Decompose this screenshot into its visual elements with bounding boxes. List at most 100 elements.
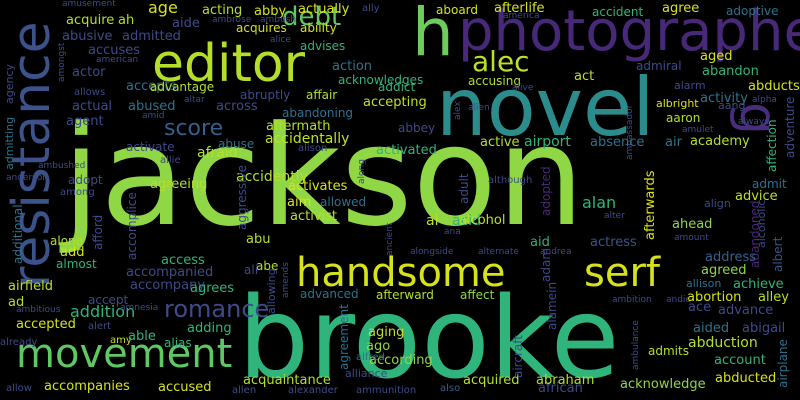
word: acquires xyxy=(236,21,287,35)
word: handsome xyxy=(296,250,506,296)
word: amy xyxy=(110,335,132,346)
word: agreed xyxy=(701,263,747,278)
word: aggressive xyxy=(235,165,249,230)
word: allowed xyxy=(320,195,367,209)
word: amongst xyxy=(57,42,67,82)
word: accepting xyxy=(363,95,427,110)
word: alongside xyxy=(410,247,454,257)
word: alison xyxy=(298,143,328,154)
word: alex xyxy=(453,101,463,120)
word: act xyxy=(574,69,595,84)
word: ambulance xyxy=(631,320,641,370)
word: andie xyxy=(666,295,691,305)
word: ambrose xyxy=(212,15,252,25)
word: activate xyxy=(126,140,175,154)
word: airplane xyxy=(776,339,790,388)
word: age xyxy=(148,0,178,17)
word: aide xyxy=(172,16,200,31)
word: ali xyxy=(244,263,259,277)
word: addict xyxy=(378,80,416,94)
word: agency xyxy=(3,63,16,104)
word: align xyxy=(704,197,731,210)
word: alley xyxy=(758,290,789,305)
word: adult xyxy=(457,173,471,204)
word: adding xyxy=(187,321,232,336)
word: addition xyxy=(70,302,136,321)
word: romance xyxy=(164,295,270,323)
word: acknowledge xyxy=(620,377,706,392)
word: ambition xyxy=(612,295,652,305)
word: aftermath xyxy=(266,119,331,134)
word: aided xyxy=(693,321,730,336)
word: ambushed xyxy=(38,161,86,171)
word: aging xyxy=(368,325,405,340)
word: across xyxy=(216,99,258,114)
word: ad xyxy=(8,295,25,310)
word: almost xyxy=(56,257,97,271)
word: allows xyxy=(74,87,106,98)
word: activist xyxy=(290,209,337,224)
word: activity xyxy=(700,91,748,106)
word: alec xyxy=(472,45,530,78)
word: admitted xyxy=(122,29,181,44)
word: amount xyxy=(674,233,709,243)
word: score xyxy=(164,116,224,141)
word: air xyxy=(665,135,682,150)
word: activated xyxy=(376,143,437,158)
word: aaron xyxy=(666,111,701,125)
word: abducted xyxy=(715,371,777,386)
word: alpha xyxy=(752,95,777,105)
word: ambush xyxy=(260,15,297,25)
word: alert xyxy=(88,321,112,332)
word: ana xyxy=(444,227,461,237)
word: jackson xyxy=(62,96,585,257)
word: amnesia xyxy=(120,303,159,313)
word: abortion xyxy=(687,290,742,305)
word: abu xyxy=(246,232,271,247)
word: although xyxy=(488,175,533,186)
word: accidently xyxy=(236,169,308,185)
word: already xyxy=(0,337,38,348)
word: agree xyxy=(662,1,700,16)
word: affect xyxy=(460,288,495,302)
word: al xyxy=(426,213,439,229)
word: amends xyxy=(281,262,291,298)
word: academy xyxy=(690,134,750,149)
word: allen xyxy=(232,385,257,396)
word: amusement xyxy=(62,0,116,9)
word: afterward xyxy=(376,288,434,302)
word: accepts xyxy=(126,79,177,94)
word: amulet xyxy=(682,125,714,135)
word: amid xyxy=(142,111,165,121)
word: alcohol xyxy=(459,213,506,228)
word: ambitious xyxy=(16,305,61,315)
word: serf xyxy=(584,250,660,296)
word: acting xyxy=(202,3,243,18)
word: alfred xyxy=(356,352,385,363)
word: allow xyxy=(6,383,32,394)
word: accompanies xyxy=(44,379,130,394)
word: allowing xyxy=(265,268,278,314)
word: advanced xyxy=(300,287,359,301)
word: additional xyxy=(11,204,25,264)
word: alcoholic xyxy=(755,199,768,248)
word: abandon xyxy=(702,64,759,79)
word: able xyxy=(128,329,156,344)
word: acquaintance xyxy=(243,373,331,388)
word: movement xyxy=(16,331,233,377)
word: always xyxy=(738,117,769,127)
word: actual xyxy=(72,99,113,114)
word: accused xyxy=(158,380,212,395)
word: action xyxy=(332,59,373,74)
word: ace xyxy=(688,300,712,315)
word: add xyxy=(60,245,85,260)
word: adventure xyxy=(783,96,797,158)
word: also xyxy=(440,383,461,394)
word: advantage xyxy=(150,80,215,94)
word: address xyxy=(705,250,757,265)
word: actress xyxy=(590,235,637,250)
word: editor xyxy=(152,34,306,94)
word: advises xyxy=(300,39,346,53)
word: affection xyxy=(765,119,779,172)
word: agreement xyxy=(337,304,351,370)
